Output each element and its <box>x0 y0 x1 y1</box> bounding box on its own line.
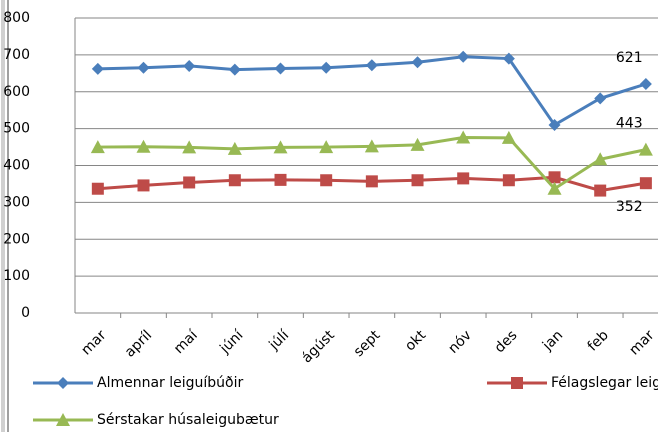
data-point <box>273 140 288 154</box>
data-point <box>502 52 515 65</box>
legend-label: Sérstakar húsaleigubætur <box>97 412 279 428</box>
x-tick-label: júlí <box>266 327 293 354</box>
data-point <box>594 184 607 197</box>
y-tick-label: 500 <box>3 121 30 137</box>
data-point <box>639 177 652 190</box>
legend-label: Félagslegar leiguíbúðir <box>551 375 658 391</box>
data-point <box>364 139 379 153</box>
data-point <box>319 140 334 154</box>
x-tick-label: des <box>492 327 521 356</box>
data-point <box>320 61 333 74</box>
y-tick-label: 200 <box>3 231 30 247</box>
data-point <box>501 130 516 144</box>
data-point <box>457 50 470 63</box>
data-point <box>90 140 105 154</box>
data-point <box>136 139 151 153</box>
x-tick-label: mar <box>626 327 657 358</box>
y-tick-label: 300 <box>3 194 30 210</box>
data-point <box>274 62 287 75</box>
data-point <box>594 92 607 105</box>
legend-label: Almennar leiguíbúðir <box>97 375 244 391</box>
data-point <box>639 78 652 91</box>
data-point <box>137 179 150 192</box>
y-tick-label: 700 <box>3 47 30 63</box>
y-tick-label: 600 <box>3 84 30 100</box>
x-tick-label: nóv <box>445 327 475 357</box>
y-tick-label: 0 <box>21 305 30 321</box>
legend-marker <box>57 377 69 389</box>
x-tick-label: sept <box>351 327 384 360</box>
y-tick-label: 100 <box>3 268 30 284</box>
data-point <box>548 171 561 184</box>
legend-item: Sérstakar húsaleigubætur <box>33 412 279 428</box>
y-tick-label: 400 <box>3 158 30 174</box>
data-point <box>457 172 470 185</box>
data-point <box>548 118 561 131</box>
data-point <box>547 181 562 195</box>
y-tick-label: 800 <box>3 10 30 26</box>
data-point <box>638 142 653 156</box>
x-tick-label: ágúst <box>299 327 338 366</box>
legend-marker <box>511 377 523 389</box>
legend-item: Almennar leiguíbúðir <box>33 375 244 391</box>
x-tick-label: okt <box>402 327 429 354</box>
data-point <box>182 140 197 154</box>
x-tick-label: apríl <box>122 327 155 360</box>
data-point <box>228 63 241 76</box>
data-point <box>137 61 150 74</box>
data-point <box>183 176 196 189</box>
x-tick-label: júní <box>216 327 247 358</box>
data-point <box>593 152 608 166</box>
data-point <box>365 59 378 72</box>
data-point <box>320 174 333 187</box>
data-point <box>365 175 378 188</box>
x-tick-label: jan <box>539 327 566 354</box>
data-point <box>183 59 196 72</box>
data-point <box>91 62 104 75</box>
data-point <box>411 56 424 69</box>
data-point <box>274 173 287 186</box>
data-point <box>502 174 515 187</box>
legend-marker <box>56 413 70 426</box>
data-point <box>410 137 425 151</box>
x-tick-label: mar <box>78 327 109 358</box>
data-label: 443 <box>616 116 643 132</box>
x-tick-label: maí <box>171 327 202 358</box>
legend-item: Félagslegar leiguíbúðir <box>487 375 658 391</box>
data-label: 352 <box>616 199 643 215</box>
x-tick-label: feb <box>585 327 612 354</box>
data-point <box>456 130 471 144</box>
data-label: 621 <box>616 50 643 66</box>
frame-edge <box>1 0 5 432</box>
data-point <box>228 174 241 187</box>
data-point <box>411 174 424 187</box>
data-point <box>91 182 104 195</box>
data-point <box>227 141 242 155</box>
